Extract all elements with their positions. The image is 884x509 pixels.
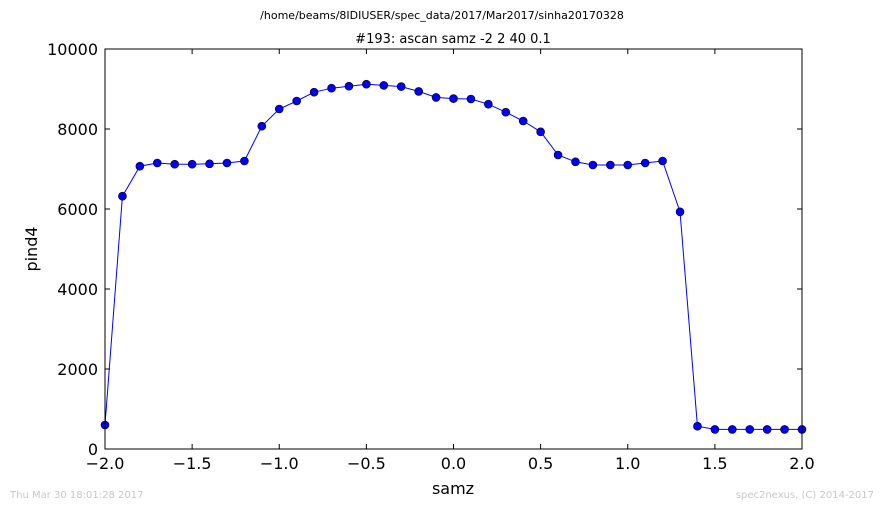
data-point — [553, 150, 563, 160]
data-point — [327, 83, 336, 93]
data-point — [745, 425, 755, 434]
chart-title: #193: ascan samz -2 2 40 0.1 — [355, 32, 551, 47]
x-tick-label: −2.0 — [86, 454, 125, 473]
y-tick-label: 8000 — [57, 120, 98, 139]
plot-area — [100, 79, 807, 434]
data-point — [675, 207, 685, 217]
y-tick-label: 6000 — [57, 200, 98, 219]
data-point — [727, 425, 737, 434]
x-axis-label: samz — [432, 479, 474, 498]
data-point — [466, 94, 476, 104]
data-point — [762, 425, 772, 434]
data-point — [152, 158, 162, 168]
x-tick-label: 2.0 — [789, 454, 814, 473]
series-line — [104, 83, 802, 430]
y-tick-label: 0 — [88, 440, 98, 459]
data-point — [484, 99, 493, 109]
data-point — [414, 87, 423, 96]
y-axis-label: pind4 — [22, 226, 41, 271]
data-point — [571, 157, 580, 167]
x-tick-label: −1.5 — [173, 454, 212, 473]
data-point — [344, 81, 354, 91]
data-point — [257, 121, 267, 131]
data-point — [536, 127, 545, 137]
x-tick-label: 1.5 — [702, 454, 727, 473]
data-point — [222, 158, 232, 168]
data-point — [710, 425, 720, 434]
data-point — [379, 81, 389, 90]
data-point — [606, 160, 615, 170]
footer-credit: spec2nexus, (C) 2014-2017 — [736, 490, 874, 501]
data-point — [693, 421, 702, 431]
data-point — [135, 161, 145, 171]
y-tick-label: 10000 — [47, 40, 98, 59]
data-point — [170, 159, 179, 169]
axes-frame — [104, 48, 803, 450]
data-point — [118, 191, 127, 201]
y-tick-label: 4000 — [57, 280, 98, 299]
x-tick-label: −0.5 — [347, 454, 386, 473]
y-tick-label: 2000 — [57, 360, 98, 379]
x-tick-label: 0.0 — [441, 454, 466, 473]
data-point — [292, 96, 301, 106]
data-point — [274, 104, 284, 114]
data-point — [623, 160, 633, 170]
x-tick-label: 0.5 — [528, 454, 553, 473]
data-point — [518, 116, 528, 126]
data-point — [240, 156, 249, 166]
axis-ticks: −2.0 −1.5 −1.0 −0.5 0.0 0.5 1.0 1.5 2.0 0 2000 4000… — [47, 40, 815, 473]
data-point — [396, 82, 406, 91]
data-point — [449, 94, 458, 103]
data-point — [205, 159, 214, 169]
x-tick-label: −1.0 — [260, 454, 299, 473]
data-point — [658, 156, 667, 166]
data-point — [187, 159, 197, 169]
data-point — [309, 87, 319, 97]
x-tick-label: 1.0 — [615, 454, 640, 473]
data-point — [431, 93, 441, 102]
data-point — [362, 79, 371, 89]
data-point — [588, 160, 598, 170]
data-point — [640, 158, 650, 168]
footer-timestamp: Thu Mar 30 18:01:28 2017 — [9, 490, 143, 501]
data-point — [501, 107, 511, 117]
chart-suptitle: /home/beams/8IDIUSER/spec_data/2017/Mar2… — [260, 9, 624, 22]
data-point — [780, 425, 789, 434]
